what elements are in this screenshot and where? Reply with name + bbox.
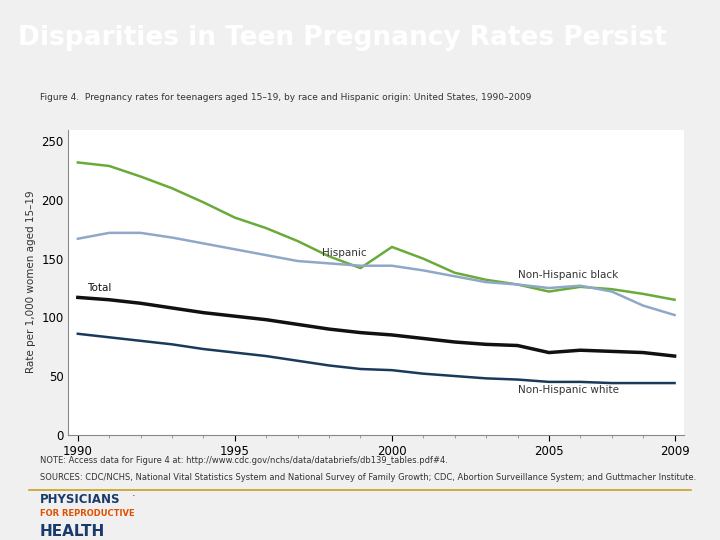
Text: Disparities in Teen Pregnancy Rates Persist: Disparities in Teen Pregnancy Rates Pers… bbox=[18, 24, 667, 51]
Text: PHYSICIANS: PHYSICIANS bbox=[40, 493, 120, 506]
Text: HEALTH: HEALTH bbox=[40, 524, 105, 539]
Text: Non-Hispanic black: Non-Hispanic black bbox=[518, 270, 618, 280]
Text: NOTE: Access data for Figure 4 at: http://www.cdc.gov/nchs/data/databriefs/db139: NOTE: Access data for Figure 4 at: http:… bbox=[40, 456, 447, 465]
Text: Non-Hispanic white: Non-Hispanic white bbox=[518, 386, 618, 395]
Text: FOR REPRODUCTIVE: FOR REPRODUCTIVE bbox=[40, 509, 134, 518]
Text: SOURCES: CDC/NCHS, National Vital Statistics System and National Survey of Famil: SOURCES: CDC/NCHS, National Vital Statis… bbox=[40, 472, 696, 482]
Text: Hispanic: Hispanic bbox=[323, 247, 367, 258]
Text: Figure 4.  Pregnancy rates for teenagers aged 15–19, by race and Hispanic origin: Figure 4. Pregnancy rates for teenagers … bbox=[40, 93, 531, 102]
Y-axis label: Rate per 1,000 women aged 15–19: Rate per 1,000 women aged 15–19 bbox=[26, 191, 36, 374]
Text: Total: Total bbox=[87, 283, 112, 293]
Text: ·: · bbox=[132, 491, 135, 502]
